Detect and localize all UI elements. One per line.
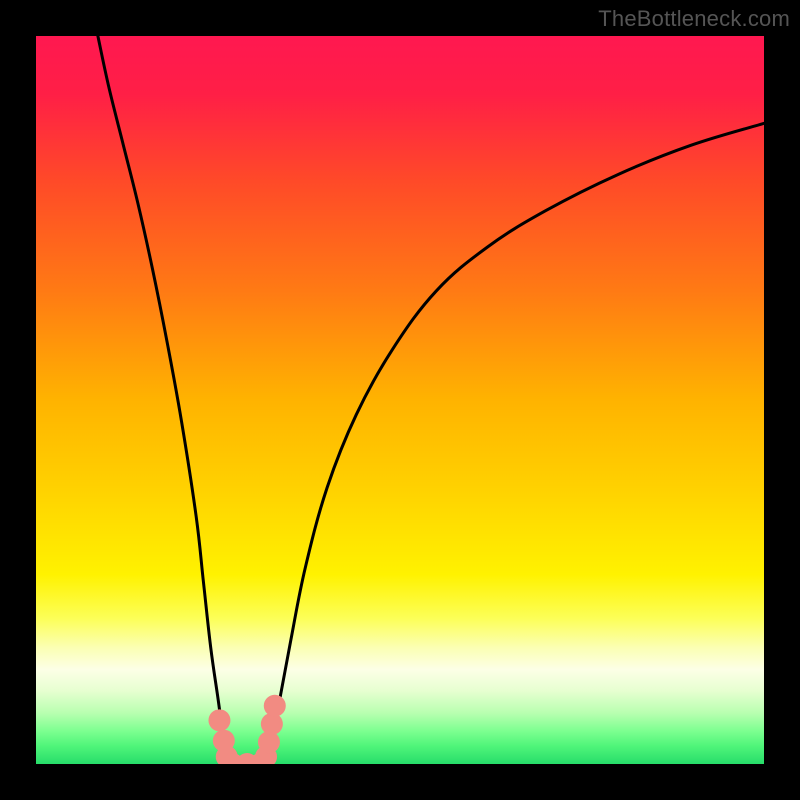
bottleneck-chart bbox=[0, 0, 800, 800]
valley-marker bbox=[264, 695, 286, 717]
valley-marker bbox=[208, 709, 230, 731]
watermark-text: TheBottleneck.com bbox=[598, 6, 790, 32]
chart-gradient-bg bbox=[36, 36, 764, 764]
